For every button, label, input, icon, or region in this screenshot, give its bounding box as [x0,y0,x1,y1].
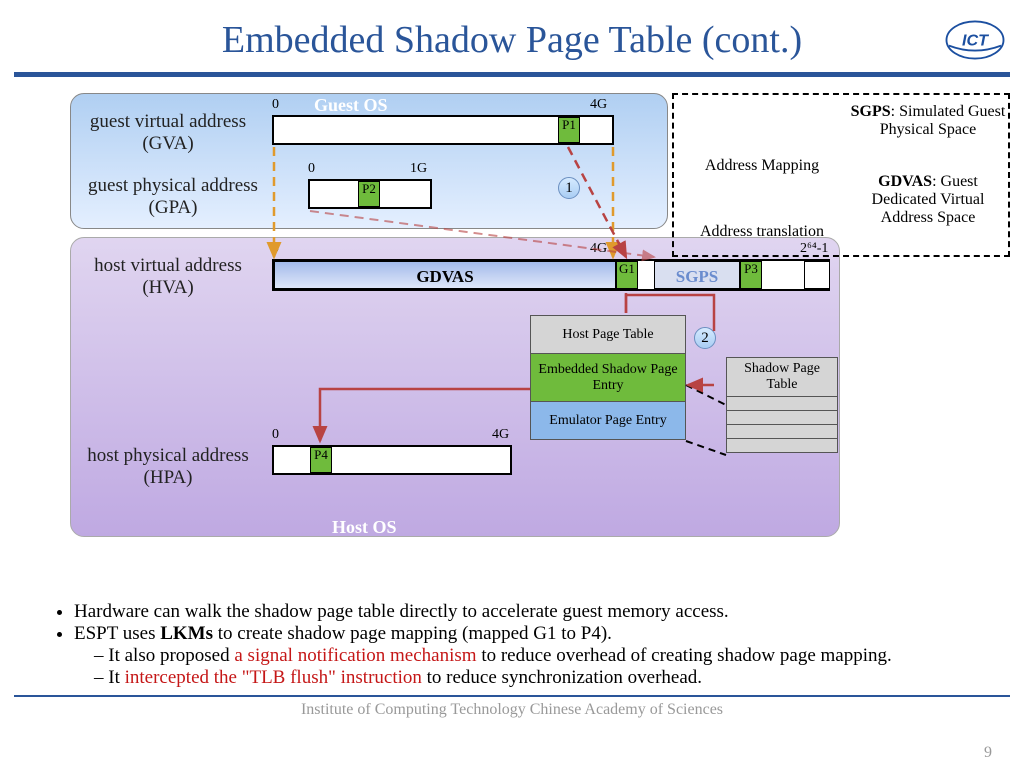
gpa-bar: P2 [308,179,432,209]
sub-bullet-2: It intercepted the "TLB flush" instructi… [94,667,996,689]
hpa-start: 0 [272,427,279,443]
step-1: 1 [558,177,580,199]
hpa-bar: P4 [272,445,512,475]
sgps-block: SGPS [654,261,740,289]
sub-bullet-1: It also proposed a signal notification m… [94,645,996,667]
legend-sgps: SGPS: Simulated Guest Physical Space [848,103,1008,139]
gva-bar: P1 [272,115,614,145]
hpa-end: 4G [492,427,509,443]
footer-text: Institute of Computing Technology Chines… [0,697,1024,723]
bullet-2: ESPT uses LKMs to create shadow page map… [74,623,996,689]
gpa-label: guest physical address (GPA) [76,175,270,219]
espe-cell: Embedded Shadow Page Entry [531,354,686,402]
host-pt-header: Host Page Table [531,316,686,354]
legend-map: Address Mapping [694,157,830,175]
g1-block: G1 [616,261,638,289]
ict-logo: ICT [944,18,1006,62]
hpa-label: host physical address (HPA) [76,445,260,489]
host-os-title: Host OS [332,517,397,538]
title-rule [14,72,1010,77]
p2-block: P2 [358,181,380,207]
hva-label: host virtual address (HVA) [76,255,260,299]
gva-end: 4G [590,97,607,113]
legend-trans: Address translation [684,223,840,241]
guest-os-title: Guest OS [314,95,388,116]
host-page-table: Host Page Table Embedded Shadow Page Ent… [530,315,686,440]
diagram: Guest OS guest virtual address (GVA) gue… [14,85,1010,595]
hva-bar: GDVAS G1 SGPS P3 [272,259,830,291]
bullet-1: Hardware can walk the shadow page table … [74,601,996,623]
epe-cell: Emulator Page Entry [531,402,686,440]
bullet-list: Hardware can walk the shadow page table … [56,601,996,689]
p4-block: P4 [310,447,332,473]
gpa-end: 1G [410,161,427,177]
spt-header: Shadow Page Table [727,358,838,397]
gdvas-block: GDVAS [274,261,616,289]
legend-gdvas: GDVAS: Guest Dedicated Virtual Address S… [848,173,1008,227]
page-number: 9 [984,744,992,762]
p3-block: P3 [740,261,762,289]
legend-box: Address Mapping Address translation SGPS… [672,93,1010,257]
hva-cap [804,261,830,289]
svg-text:ICT: ICT [962,32,989,50]
gva-start: 0 [272,97,279,113]
gpa-start: 0 [308,161,315,177]
step-2: 2 [694,327,716,349]
hva-start: 0 [272,241,279,257]
slide-title: Embedded Shadow Page Table (cont.) [0,0,1024,68]
p1-block: P1 [558,117,580,143]
hva-mid: 4G [590,241,607,257]
shadow-page-table: Shadow Page Table [726,357,838,453]
gva-label: guest virtual address (GVA) [76,111,260,155]
